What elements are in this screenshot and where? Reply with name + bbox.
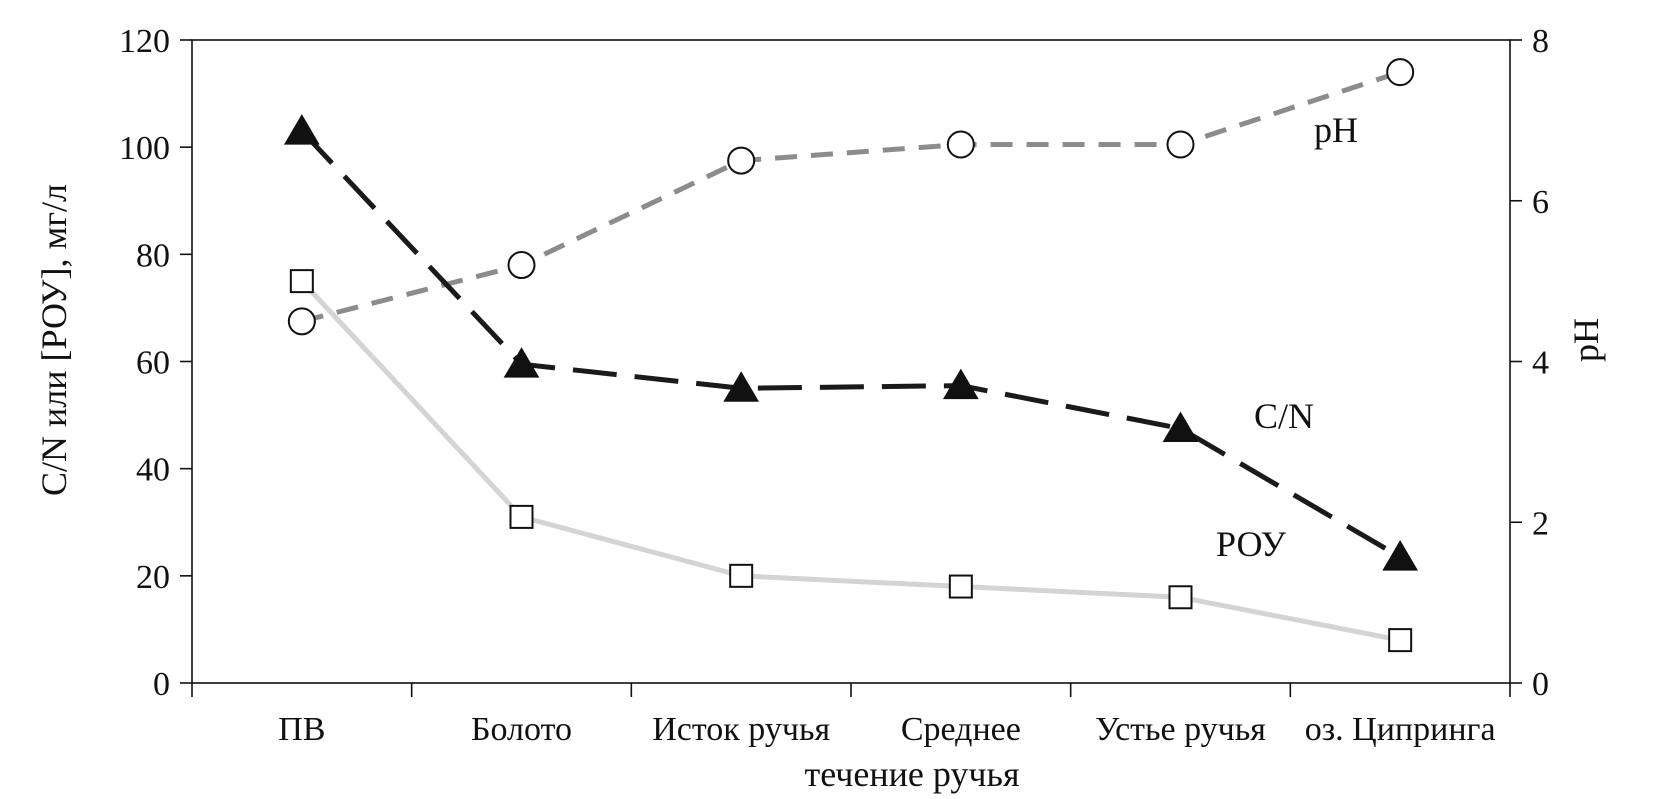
y-tick-label: 80 — [136, 237, 170, 274]
ph-point — [507, 251, 536, 280]
series-labels: pH C/N РОУ — [1216, 110, 1358, 564]
rou-point — [729, 563, 754, 588]
x-tick-label: ПВ — [278, 711, 325, 748]
ph-series-line — [301, 69, 1401, 324]
cn-point — [1162, 411, 1199, 442]
y-tick-label: 100 — [119, 130, 170, 167]
left-axis-ticks: 0 20 40 60 80 100 120 — [119, 23, 192, 703]
ph-point — [1166, 130, 1195, 159]
rou-point — [1168, 585, 1193, 610]
ph-point — [1386, 58, 1415, 87]
rou-series-line — [300, 279, 1401, 643]
rou-point — [1388, 628, 1413, 653]
cn-series-label: C/N — [1254, 396, 1314, 436]
y-tick-label: 40 — [136, 452, 170, 489]
cn-point — [1382, 540, 1419, 571]
cn-point — [723, 371, 760, 402]
rou-point — [289, 269, 314, 294]
x-tick-label: Устье ручья — [1095, 711, 1266, 748]
plot-frame — [191, 39, 1511, 684]
y2-tick-label: 6 — [1532, 184, 1549, 221]
y-tick-label: 120 — [119, 23, 170, 60]
y-tick-label: 0 — [153, 666, 170, 703]
rou-point — [948, 574, 973, 599]
y-axis-title: C/N или [РОУ], мг/л — [34, 184, 74, 496]
x-tick-label: Исток ручья — [652, 711, 830, 748]
rou-series-label: РОУ — [1216, 524, 1286, 564]
x-axis-title: течение ручья — [804, 754, 1019, 794]
x-tick-label: Болото — [471, 711, 572, 748]
cn-series-line — [300, 129, 1402, 560]
ph-point — [946, 130, 975, 159]
cn-point — [283, 114, 320, 145]
series-markers — [283, 58, 1419, 653]
x-tick-label: оз. Ципринга — [1305, 711, 1496, 748]
cn-point — [503, 347, 540, 378]
right-axis-ticks: 0 2 4 6 8 — [1510, 23, 1549, 703]
ph-point — [287, 307, 316, 336]
y2-tick-label: 4 — [1532, 345, 1549, 382]
y-tick-label: 60 — [136, 345, 170, 382]
y2-tick-label: 0 — [1532, 666, 1549, 703]
cn-point — [942, 368, 979, 400]
ph-point — [727, 146, 756, 175]
y2-axis-title: pH — [1566, 318, 1606, 362]
rou-point — [509, 504, 534, 529]
ph-series-label: pH — [1314, 110, 1358, 150]
series-lines — [300, 69, 1402, 643]
y2-tick-label: 2 — [1532, 505, 1549, 542]
x-axis-ticks: ПВ Болото Исток ручья Среднее Устье ручья оз.… — [191, 683, 1511, 748]
plot-border — [191, 39, 1511, 684]
x-tick-label: Среднее — [901, 711, 1021, 748]
y-tick-label: 20 — [136, 559, 170, 596]
y2-tick-label: 8 — [1532, 23, 1549, 60]
